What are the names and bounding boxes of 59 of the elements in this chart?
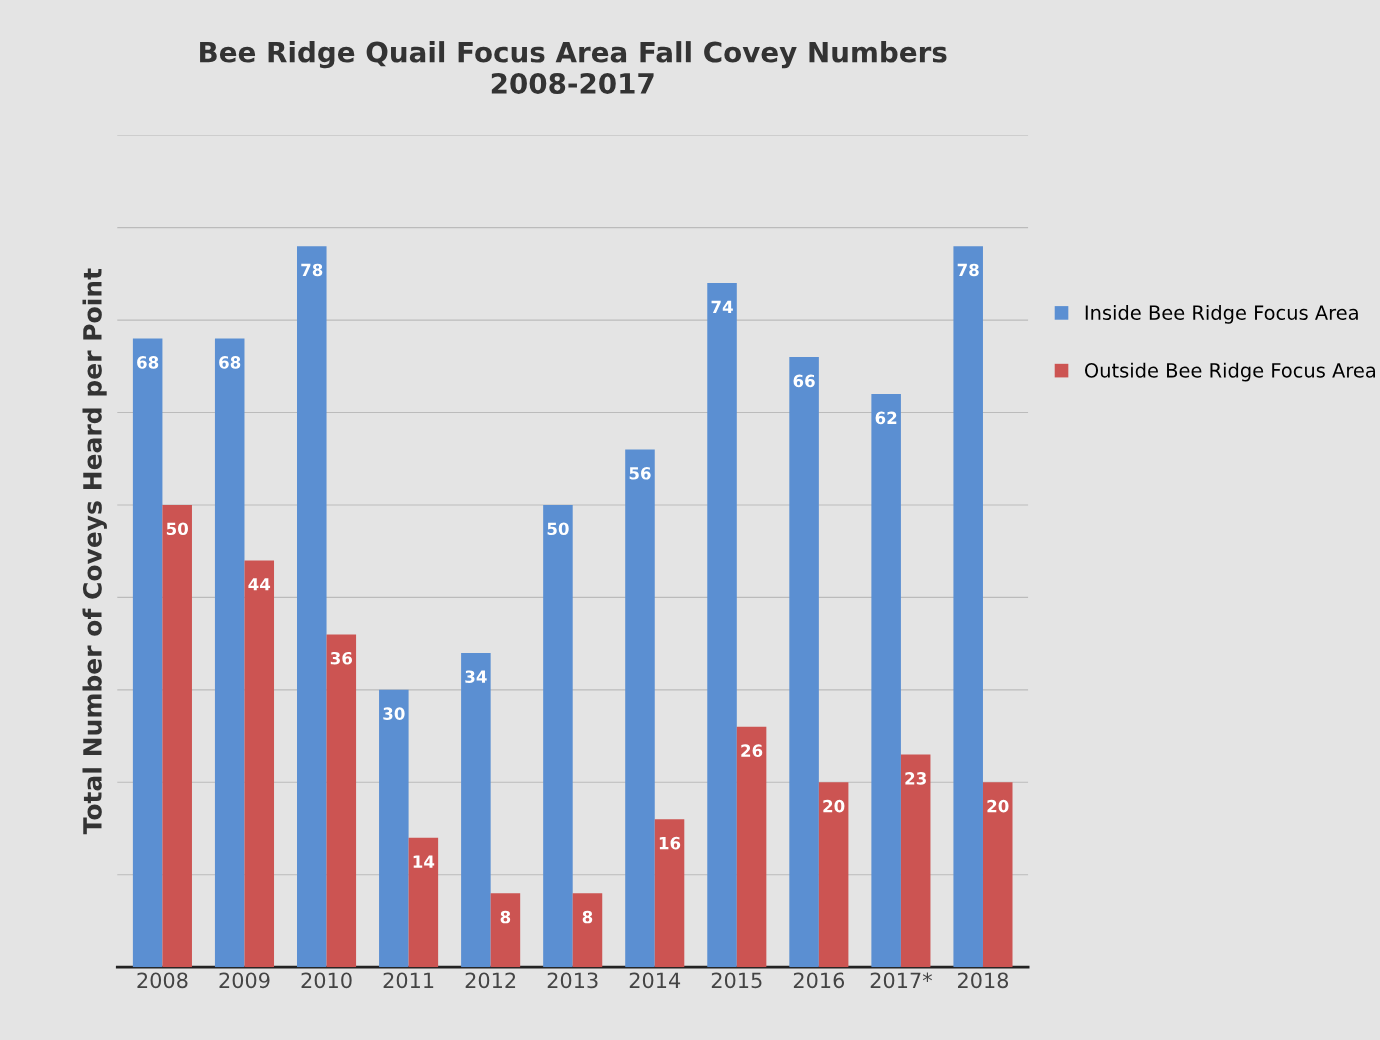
bar [326, 634, 357, 968]
y-axis-title: Total Number of Coveys Heard per Point [82, 268, 107, 835]
data-label: 23 [905, 772, 926, 785]
bar [214, 338, 245, 968]
x-tick-label: 2015 [711, 972, 762, 989]
bar [818, 782, 849, 968]
data-label: 30 [383, 707, 405, 720]
bar [379, 689, 409, 968]
data-label: 74 [711, 300, 733, 313]
bar [461, 652, 491, 968]
x-tick-label: 2016 [793, 972, 845, 989]
data-label: 62 [875, 411, 897, 425]
bar [625, 449, 655, 968]
data-label: 68 [219, 356, 241, 369]
data-label: 20 [823, 799, 845, 813]
bar [654, 819, 685, 968]
bar [736, 726, 767, 968]
x-tick-label: 2018 [957, 972, 1009, 989]
bar [982, 782, 1013, 968]
data-label: 56 [629, 467, 651, 480]
data-label: 14 [413, 855, 435, 868]
bar [408, 837, 439, 968]
data-label: 68 [137, 356, 159, 369]
data-label: 16 [659, 836, 681, 850]
bar [297, 246, 327, 968]
bar [543, 504, 573, 968]
bar [244, 560, 275, 968]
legend-label: Inside Bee Ridge Focus Area [1085, 304, 1358, 324]
x-tick-label: 2009 [219, 972, 270, 989]
x-tick-label: 2017* [870, 972, 933, 989]
data-label: 78 [957, 263, 979, 277]
data-label: 8 [582, 910, 593, 924]
bar [490, 893, 521, 968]
x-tick-label: 2008 [137, 972, 188, 989]
data-label: 78 [301, 263, 323, 277]
bar [572, 893, 603, 968]
bar [162, 504, 192, 968]
legend-label: Outside Bee Ridge Focus Area [1084, 362, 1376, 382]
bar [707, 283, 737, 968]
x-tick-label: 2010 [301, 972, 352, 989]
x-tick-label: 2011 [383, 972, 434, 989]
data-label: 26 [741, 744, 763, 757]
x-tick-label: 2012 [465, 972, 516, 989]
x-tick-label: 2014 [629, 972, 681, 989]
bar [132, 338, 163, 968]
bar [900, 754, 931, 968]
data-label: 50 [166, 522, 188, 536]
data-label: 66 [793, 374, 815, 388]
bar [953, 246, 983, 968]
data-label: 8 [500, 910, 511, 924]
bar [789, 357, 819, 968]
x-tick-label: 2013 [547, 972, 598, 989]
data-label: 50 [547, 522, 569, 536]
bar [871, 394, 901, 968]
chart-title: Bee Ridge Quail Focus Area Fall Covey Numbers 2008-2017 [200, 41, 947, 94]
data-label: 34 [465, 670, 487, 683]
data-label: 44 [248, 578, 271, 591]
data-label: 36 [330, 651, 353, 665]
data-label: 20 [987, 799, 1009, 813]
